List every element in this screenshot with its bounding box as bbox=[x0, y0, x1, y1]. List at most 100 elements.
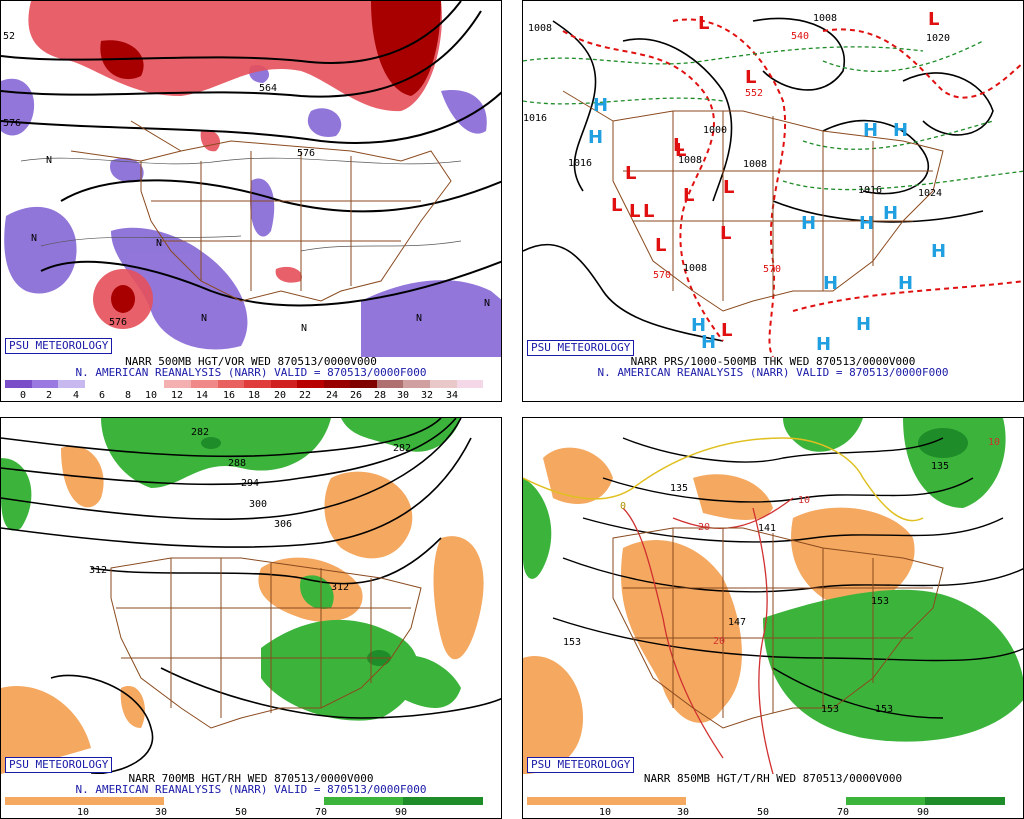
psu-meteorology-badge: PSU METEOROLOGY bbox=[527, 757, 635, 773]
colorbar-tick: 24 bbox=[325, 390, 339, 401]
low-symbol: L bbox=[698, 13, 709, 34]
low-symbol: L bbox=[745, 67, 756, 88]
freezing-label: 0 bbox=[620, 501, 626, 512]
contour-label: 306 bbox=[274, 519, 292, 530]
vorticity-colorbar bbox=[5, 380, 484, 388]
temperature-label: 10 bbox=[988, 437, 1000, 448]
vorticity-min-label: N bbox=[301, 323, 307, 334]
colorbar-tick: 50 bbox=[234, 807, 248, 818]
contour-label: 1008 bbox=[528, 23, 552, 34]
thickness-label: 552 bbox=[745, 88, 763, 99]
high-symbol: H bbox=[701, 332, 716, 353]
temperature-label: 20 bbox=[698, 522, 710, 533]
contour-labels: 1008 1008 1016 1016 1000 1008 1008 1008 … bbox=[523, 13, 950, 281]
contour-label: 1008 bbox=[678, 155, 702, 166]
state-boundaries bbox=[612, 527, 944, 729]
temperature-label: 10 bbox=[798, 495, 810, 506]
contour-label: 1016 bbox=[858, 185, 882, 196]
low-symbol: L bbox=[721, 320, 732, 341]
colorbar-tick: 0 bbox=[19, 390, 27, 401]
contour-label: 1016 bbox=[523, 113, 547, 124]
low-symbol: L bbox=[643, 201, 654, 222]
colorbar-tick: 10 bbox=[76, 807, 90, 818]
rh-colorbar-ticks: 10 30 50 70 90 bbox=[1, 807, 501, 818]
colorbar-tick: 32 bbox=[420, 390, 434, 401]
low-symbol: L bbox=[720, 223, 731, 244]
contour-label: 1008 bbox=[743, 159, 767, 170]
high-symbol: H bbox=[893, 120, 908, 141]
state-boundaries bbox=[110, 557, 422, 729]
low-symbol: L bbox=[928, 9, 939, 30]
colorbar-tick: 90 bbox=[394, 807, 408, 818]
vorticity-contours bbox=[20, 157, 462, 252]
colorbar-tick: 6 bbox=[98, 390, 106, 401]
map-700mb: 282 288 294 300 306 312 312 282 bbox=[1, 418, 501, 774]
rh-colorbar bbox=[5, 797, 484, 805]
contour-label: 1020 bbox=[926, 33, 950, 44]
colorbar-tick: 18 bbox=[247, 390, 261, 401]
psu-meteorology-badge: PSU METEOROLOGY bbox=[5, 757, 113, 773]
contour-label: 294 bbox=[241, 478, 259, 489]
low-symbol: L bbox=[673, 135, 684, 156]
high-symbol: H bbox=[859, 213, 874, 234]
high-symbol: H bbox=[931, 241, 946, 262]
colorbar-tick: 30 bbox=[396, 390, 410, 401]
high-symbol: H bbox=[801, 213, 816, 234]
vorticity-min-label: N bbox=[484, 298, 490, 309]
high-symbol: H bbox=[691, 315, 706, 336]
psu-meteorology-badge: PSU METEOROLOGY bbox=[527, 340, 635, 356]
height-contours bbox=[1, 418, 501, 774]
contour-label: 52 bbox=[3, 31, 15, 42]
panel-title-line2: N. AMERICAN REANALYSIS (NARR) VALID = 87… bbox=[75, 783, 427, 796]
map-thickness: 1008 1008 1016 1016 1000 1008 1008 1008 … bbox=[523, 1, 1023, 357]
panel-title-line1: NARR 500MB HGT/VOR WED 870513/0000V000 bbox=[125, 355, 377, 368]
low-symbol: L bbox=[683, 185, 694, 206]
state-boundaries bbox=[562, 90, 944, 312]
low-symbol: L bbox=[723, 177, 734, 198]
psu-meteorology-badge: PSU METEOROLOGY bbox=[5, 338, 113, 354]
contour-label: 153 bbox=[871, 596, 889, 607]
high-symbol: H bbox=[823, 273, 838, 294]
contour-label: 282 bbox=[191, 427, 209, 438]
colorbar-tick: 8 bbox=[124, 390, 132, 401]
contour-label: 312 bbox=[331, 582, 349, 593]
colorbar-tick: 12 bbox=[170, 390, 184, 401]
panel-thickness: 1008 1008 1016 1016 1000 1008 1008 1008 … bbox=[522, 0, 1024, 402]
colorbar-tick: 10 bbox=[144, 390, 158, 401]
colorbar-tick: 30 bbox=[154, 807, 168, 818]
contour-label: 300 bbox=[249, 499, 267, 510]
colorbar-tick: 26 bbox=[349, 390, 363, 401]
contour-label: 1016 bbox=[568, 158, 592, 169]
thickness-contours bbox=[562, 18, 1023, 357]
contour-label: 576 bbox=[3, 118, 21, 129]
contour-label: 1008 bbox=[683, 263, 707, 274]
very-moist-areas bbox=[918, 428, 968, 458]
high-symbol: H bbox=[883, 203, 898, 224]
colorbar-tick: 30 bbox=[676, 807, 690, 818]
low-pressure-symbols: L L L L L L L L L L L L L L bbox=[611, 9, 939, 341]
colorbar-tick: 22 bbox=[298, 390, 312, 401]
high-pressure-symbols: H H H H H H H H H H H H H H bbox=[588, 95, 946, 355]
contour-label: 153 bbox=[875, 704, 893, 715]
vorticity-min-label: N bbox=[31, 233, 37, 244]
colorbar-tick: 14 bbox=[195, 390, 209, 401]
contour-label: 564 bbox=[259, 83, 277, 94]
panel-700mb: 282 288 294 300 306 312 312 282 PSU METE… bbox=[0, 417, 502, 819]
high-symbol: H bbox=[593, 95, 608, 116]
colorbar-tick: 34 bbox=[445, 390, 459, 401]
thickness-label: 570 bbox=[653, 270, 671, 281]
contour-label: 147 bbox=[728, 617, 746, 628]
vorticity-min-label: N bbox=[416, 313, 422, 324]
rh-colorbar bbox=[527, 797, 1006, 805]
contour-label: 576 bbox=[297, 148, 315, 159]
low-symbol: L bbox=[611, 195, 622, 216]
colorbar-tick: 70 bbox=[836, 807, 850, 818]
panel-850mb: 135 141 147 153 153 153 153 135 10 10 20… bbox=[522, 417, 1024, 819]
panel-title-line1: NARR PRS/1000-500MB THK WED 870513/0000V… bbox=[630, 355, 916, 368]
panel-title-line1: NARR 850MB HGT/T/RH WED 870513/0000V000 bbox=[643, 772, 903, 785]
thickness-green-contours bbox=[523, 40, 1023, 191]
rh-colorbar-ticks: 10 30 50 70 90 bbox=[523, 807, 1023, 818]
moist-areas bbox=[1, 418, 461, 721]
temperature-label: 20 bbox=[713, 636, 725, 647]
high-symbol: H bbox=[856, 314, 871, 335]
